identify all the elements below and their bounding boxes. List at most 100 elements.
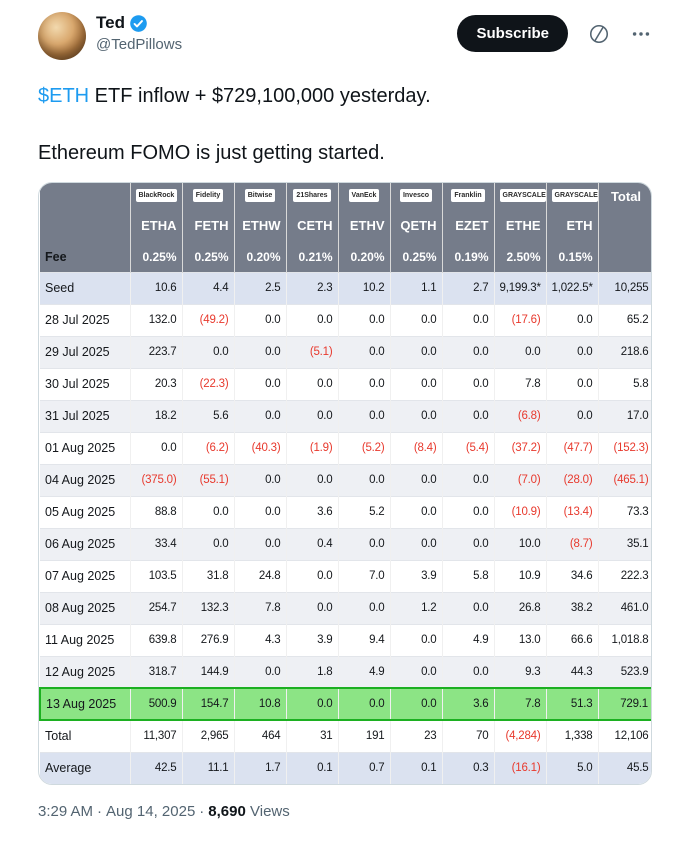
row-total-cell: 65.2 xyxy=(598,303,651,336)
row-label: 30 Jul 2025 xyxy=(40,367,131,400)
value-cell: 4.3 xyxy=(234,623,287,656)
value-cell: (16.1) xyxy=(494,751,547,784)
value-cell: (6.8) xyxy=(494,399,547,432)
value-cell: 0.0 xyxy=(338,463,391,496)
value-cell: (8.7) xyxy=(546,527,599,560)
table-row-08-aug-2025: 08 Aug 2025 254.7 132.3 7.8 0.0 0.0 1.2 0.0 26.8… xyxy=(40,591,651,624)
issuer-logo-cell: BlackRock xyxy=(130,183,183,209)
value-cell: 0.0 xyxy=(234,399,287,432)
value-cell: 254.7 xyxy=(130,591,183,624)
ticker-eth: ETH xyxy=(546,209,599,242)
value-cell: (375.0) xyxy=(130,463,183,496)
table-row-04-aug-2025: 04 Aug 2025 (375.0) (55.1) 0.0 0.0 0.0 0.0 0.0(… xyxy=(40,463,651,496)
franklin-logo-icon: Franklin xyxy=(451,189,485,203)
value-cell: 66.6 xyxy=(546,623,599,656)
value-cell: 0.0 xyxy=(442,527,495,560)
row-total-cell: 1,018.8 xyxy=(598,623,651,656)
value-cell: 0.3 xyxy=(442,751,495,784)
etf-table: BlackRock Fidelity Bitwise 21Shares VanEck In… xyxy=(39,183,651,784)
row-label: 04 Aug 2025 xyxy=(40,463,131,496)
display-name[interactable]: Ted xyxy=(96,13,125,32)
flow-table-image[interactable]: BlackRock Fidelity Bitwise 21Shares VanEck In… xyxy=(38,182,652,785)
value-cell: (37.2) xyxy=(494,431,547,464)
corner-cell xyxy=(40,183,131,209)
value-cell: 5.2 xyxy=(338,495,391,528)
table-row-01-aug-2025: 01 Aug 2025 0.0 (6.2) (40.3) (1.9) (5.2) (8.4)… xyxy=(40,431,651,464)
ticker-etha: ETHA xyxy=(130,209,183,242)
row-label: 05 Aug 2025 xyxy=(40,495,131,528)
tweet-text-line1: $ETH ETF inflow + $729,100,000 yesterday… xyxy=(38,83,652,109)
tweet-text-line2: Ethereum FOMO is just getting started. xyxy=(38,142,385,164)
separator-dot: · xyxy=(199,803,205,820)
value-cell: (8.4) xyxy=(390,431,443,464)
value-cell: 0.0 xyxy=(442,591,495,624)
more-button[interactable] xyxy=(630,23,652,45)
row-label: Seed xyxy=(40,271,131,304)
value-cell: 1.1 xyxy=(390,271,443,304)
etf-table-body: BlackRock Fidelity Bitwise 21Shares VanEck In… xyxy=(39,183,651,784)
fee-cell: 0.21% xyxy=(286,242,339,272)
value-cell: 3.6 xyxy=(442,687,495,721)
row-total-cell: (152.3) xyxy=(598,431,651,464)
table-row-30-jul-2025: 30 Jul 2025 20.3 (22.3) 0.0 0.0 0.0 0.0 0.0 7.8 0… xyxy=(40,367,651,400)
value-cell: 0.0 xyxy=(182,495,235,528)
value-cell: 0.0 xyxy=(286,591,339,624)
value-cell: (47.7) xyxy=(546,431,599,464)
value-cell: 0.0 xyxy=(442,399,495,432)
value-cell: 0.0 xyxy=(390,655,443,688)
value-cell: 2.3 xyxy=(286,271,339,304)
value-cell: 1.2 xyxy=(390,591,443,624)
value-cell: 0.0 xyxy=(390,303,443,336)
subscribe-button[interactable]: Subscribe xyxy=(457,15,568,52)
user-handle[interactable]: @TedPillows xyxy=(96,36,183,53)
value-cell: 7.8 xyxy=(234,591,287,624)
table-row-seed: Seed 10.6 4.4 2.5 2.3 10.2 1.1 2.7 9,199.3* 1,022… xyxy=(40,271,651,304)
grayscale-logo-icon: GRAYSCALE xyxy=(551,189,597,203)
ticker-qeth: QETH xyxy=(390,209,443,242)
row-label: 07 Aug 2025 xyxy=(40,559,131,592)
fee-cell: 0.25% xyxy=(130,242,183,272)
value-cell: 10.9 xyxy=(494,559,547,592)
issuer-logo-cell: GRAYSCALE xyxy=(494,183,547,209)
fee-cell: 0.25% xyxy=(390,242,443,272)
corner-cell xyxy=(40,209,131,242)
value-cell: 0.1 xyxy=(390,751,443,784)
row-label: 06 Aug 2025 xyxy=(40,527,131,560)
value-cell: 24.8 xyxy=(234,559,287,592)
post-time[interactable]: 3:29 AM xyxy=(38,803,94,820)
value-cell: 0.0 xyxy=(442,335,495,368)
ticker-feth: FETH xyxy=(182,209,235,242)
avatar[interactable] xyxy=(38,12,86,60)
value-cell: 0.0 xyxy=(442,303,495,336)
value-cell: 0.0 xyxy=(182,335,235,368)
issuer-logo-cell: GRAYSCALE xyxy=(546,183,599,209)
value-cell: 3.9 xyxy=(390,559,443,592)
fee-cell: 0.15% xyxy=(546,242,599,272)
row-total-cell: 12,106 xyxy=(598,719,651,752)
row-total-cell: 5.8 xyxy=(598,367,651,400)
row-total-cell: 218.6 xyxy=(598,335,651,368)
cashtag-link[interactable]: $ETH xyxy=(38,85,90,107)
invesco-logo-icon: Invesco xyxy=(399,189,433,203)
value-cell: 23 xyxy=(390,719,443,752)
fee-row: Fee 0.25% 0.25% 0.20% 0.21% 0.20% 0.25% 0.19% 2.… xyxy=(40,242,651,272)
value-cell: 9.4 xyxy=(338,623,391,656)
value-cell: 0.1 xyxy=(286,751,339,784)
value-cell: 3.6 xyxy=(286,495,339,528)
value-cell: (17.6) xyxy=(494,303,547,336)
table-row-29-jul-2025: 29 Jul 2025 223.7 0.0 0.0 (5.1) 0.0 0.0 0.0 0.0 0… xyxy=(40,335,651,368)
value-cell: 4.9 xyxy=(442,623,495,656)
issuer-logo-cell: VanEck xyxy=(338,183,391,209)
value-cell: 0.0 xyxy=(338,399,391,432)
total-column-header: Total xyxy=(598,183,651,209)
value-cell: 5.0 xyxy=(546,751,599,784)
grok-button[interactable] xyxy=(588,23,610,45)
value-cell: 154.7 xyxy=(182,687,235,721)
value-cell: 44.3 xyxy=(546,655,599,688)
ticker-total-blank xyxy=(598,209,651,242)
post-date[interactable]: Aug 14, 2025 xyxy=(106,803,196,820)
value-cell: 7.8 xyxy=(494,687,547,721)
value-cell: 0.0 xyxy=(286,559,339,592)
row-total-cell: 10,255 xyxy=(598,271,651,304)
row-total-cell: 35.1 xyxy=(598,527,651,560)
